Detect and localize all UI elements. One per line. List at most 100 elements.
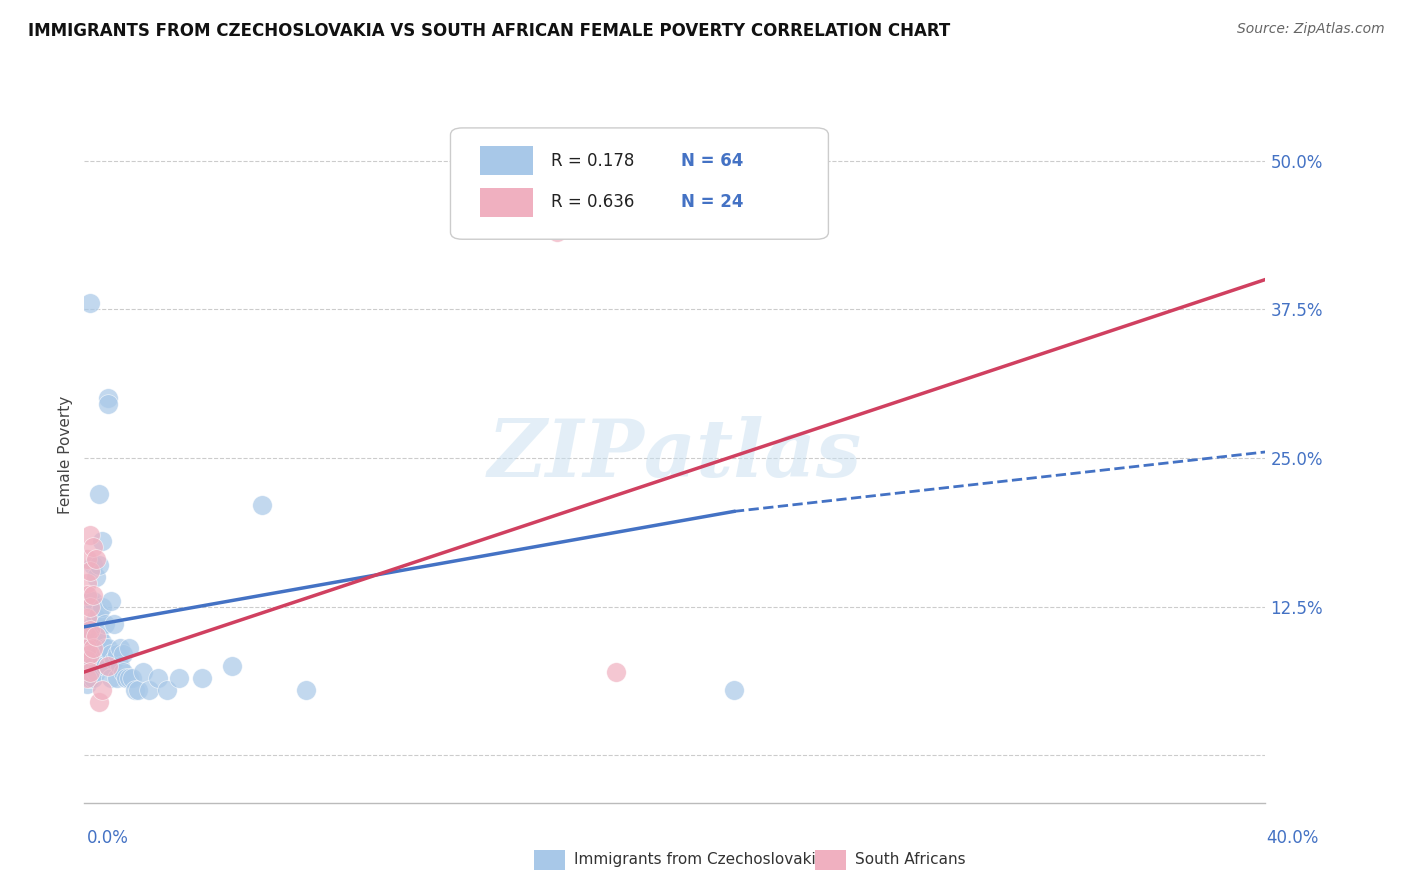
Point: [156, 682, 179, 697]
Point: [103, 653, 125, 667]
Point: [87, 606, 111, 620]
Text: R = 0.636: R = 0.636: [551, 194, 634, 211]
Point: [82, 558, 104, 572]
Point: [94, 659, 117, 673]
Point: [87, 647, 111, 661]
Point: [79, 564, 101, 578]
Point: [132, 665, 155, 679]
Point: [82, 540, 104, 554]
Point: [82, 588, 104, 602]
Point: [79, 659, 101, 673]
Point: [118, 641, 141, 656]
Point: [76, 671, 98, 685]
Point: [546, 225, 568, 239]
Point: [76, 677, 98, 691]
Point: [97, 659, 120, 673]
Text: IMMIGRANTS FROM CZECHOSLOVAKIA VS SOUTH AFRICAN FEMALE POVERTY CORRELATION CHART: IMMIGRANTS FROM CZECHOSLOVAKIA VS SOUTH …: [28, 22, 950, 40]
Y-axis label: Female Poverty: Female Poverty: [58, 396, 73, 514]
Point: [138, 682, 160, 697]
Point: [114, 671, 136, 685]
Text: ZIP​atlas: ZIP​atlas: [488, 417, 862, 493]
Point: [295, 682, 318, 697]
Point: [76, 629, 98, 643]
Point: [111, 665, 134, 679]
Point: [124, 682, 146, 697]
Point: [79, 296, 101, 310]
Point: [100, 593, 122, 607]
Point: [87, 629, 111, 643]
Point: [100, 671, 122, 685]
Point: [82, 617, 104, 632]
Point: [76, 653, 98, 667]
Point: [84, 570, 107, 584]
Point: [91, 534, 114, 549]
Point: [97, 397, 120, 411]
Point: [79, 624, 101, 638]
Text: 0.0%: 0.0%: [87, 829, 129, 847]
Point: [221, 659, 243, 673]
Point: [84, 611, 107, 625]
Point: [118, 671, 141, 685]
Point: [723, 682, 745, 697]
Point: [76, 635, 98, 649]
Point: [108, 659, 131, 673]
Point: [79, 671, 101, 685]
Point: [97, 659, 120, 673]
Point: [76, 653, 98, 667]
FancyBboxPatch shape: [450, 128, 828, 239]
Point: [79, 665, 101, 679]
Point: [105, 647, 128, 661]
Point: [605, 665, 627, 679]
Point: [121, 671, 143, 685]
Point: [76, 588, 98, 602]
Point: [84, 552, 107, 566]
Point: [79, 599, 101, 614]
Point: [79, 624, 101, 638]
Point: [82, 659, 104, 673]
Text: 40.0%: 40.0%: [1267, 829, 1319, 847]
Point: [84, 665, 107, 679]
Point: [82, 593, 104, 607]
Point: [108, 641, 131, 656]
Point: [191, 671, 214, 685]
FancyBboxPatch shape: [479, 187, 533, 217]
Point: [76, 611, 98, 625]
Point: [79, 647, 101, 661]
Point: [111, 647, 134, 661]
Point: [82, 647, 104, 661]
Point: [82, 671, 104, 685]
Point: [91, 635, 114, 649]
Point: [87, 695, 111, 709]
Text: South Africans: South Africans: [855, 853, 966, 867]
Text: N = 24: N = 24: [681, 194, 744, 211]
Point: [91, 682, 114, 697]
Point: [127, 682, 149, 697]
Point: [76, 665, 98, 679]
Point: [103, 617, 125, 632]
Point: [167, 671, 190, 685]
Point: [97, 641, 120, 656]
Point: [76, 575, 98, 590]
Point: [87, 558, 111, 572]
Point: [87, 486, 111, 500]
Point: [79, 641, 101, 656]
Point: [84, 641, 107, 656]
Text: N = 64: N = 64: [681, 152, 744, 169]
Point: [76, 641, 98, 656]
Text: R = 0.178: R = 0.178: [551, 152, 634, 169]
Point: [79, 593, 101, 607]
Point: [91, 653, 114, 667]
Point: [148, 671, 170, 685]
Point: [250, 499, 273, 513]
Point: [84, 629, 107, 643]
Point: [82, 641, 104, 656]
Text: Source: ZipAtlas.com: Source: ZipAtlas.com: [1237, 22, 1385, 37]
Point: [94, 641, 117, 656]
Point: [91, 599, 114, 614]
Point: [94, 617, 117, 632]
Point: [76, 552, 98, 566]
Point: [82, 635, 104, 649]
Point: [79, 528, 101, 542]
Point: [97, 392, 120, 406]
Text: Immigrants from Czechoslovakia: Immigrants from Czechoslovakia: [574, 853, 825, 867]
